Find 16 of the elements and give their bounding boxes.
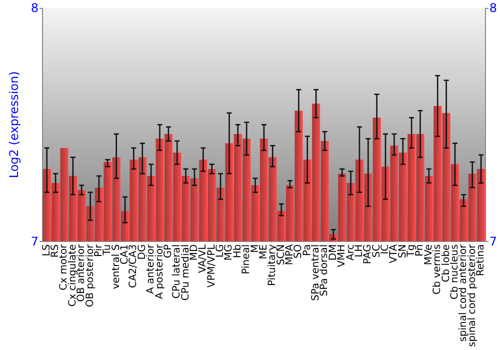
x-tick-label: Pituitary [267,244,278,286]
x-tick-label: Pa [302,244,313,256]
x-tick-label: OB posterior [84,243,96,308]
y2-tick-label: 8 [489,1,498,15]
x-tick-label: Tg [406,244,418,258]
x-tick-label: GP [162,244,174,258]
y2-tick-label: 7 [489,234,498,248]
y-axis-title: Log2 (expression) [7,71,21,178]
x-tick-label: Cb lobe [440,244,452,282]
x-tick-label: MVe [423,244,434,266]
x-tick-label: spinal cord posterior [466,243,478,348]
x-tick-label: Retina [476,244,487,276]
x-tick-label: A posterior [154,243,166,300]
x-tick-label: DG [136,244,148,260]
x-tick-label: Hb [232,244,244,258]
x-tick-label: ME [258,244,270,260]
